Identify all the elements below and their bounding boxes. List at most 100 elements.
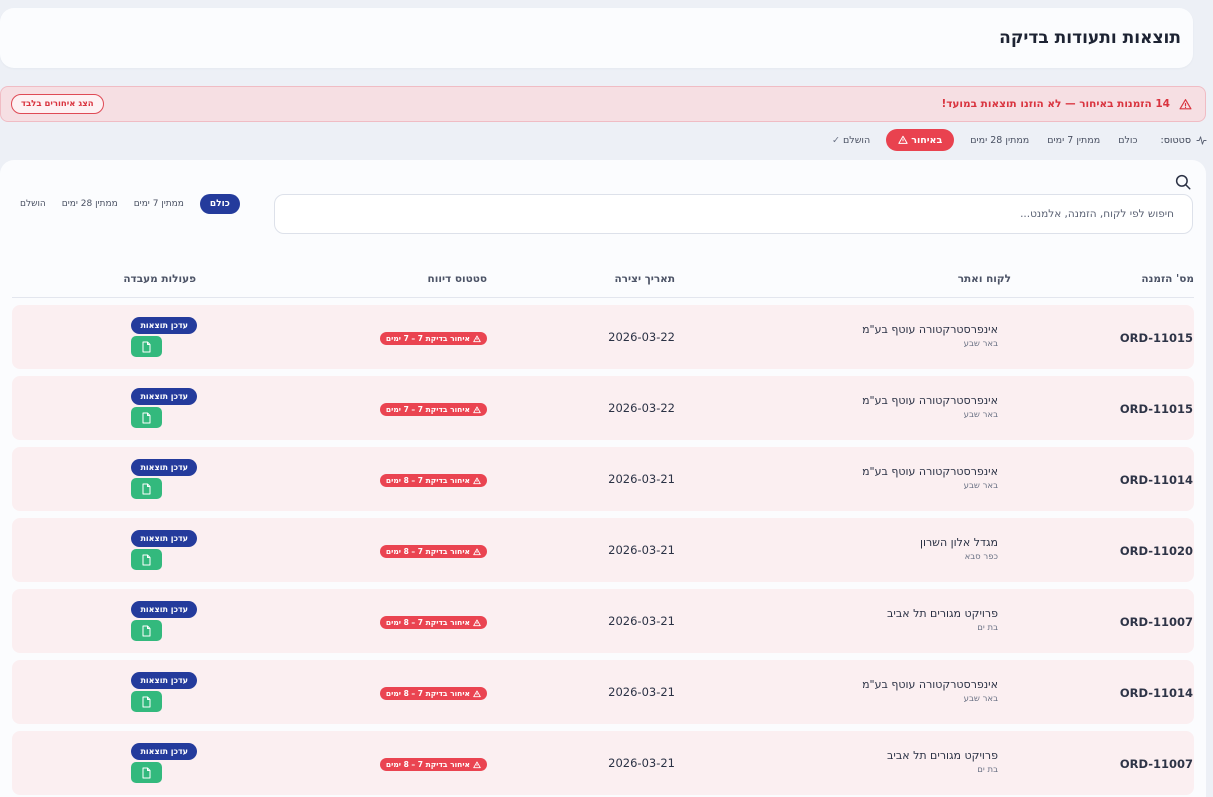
report-status-cell: איחור בדיקת 7 – 7 ימים (379, 403, 487, 416)
update-results-button[interactable]: עדכן תוצאות (131, 743, 197, 760)
overdue-badge-text: איחור בדיקת 7 – 8 ימים (385, 760, 470, 769)
site-city: באר שבע (963, 481, 998, 491)
warning-triangle-icon (473, 406, 481, 413)
report-status-cell: איחור בדיקת 7 – 8 ימים (379, 758, 487, 771)
order-number: ORD-11014 (1119, 473, 1193, 487)
status-filter-all[interactable]: כולם (1118, 134, 1138, 146)
overdue-badge: איחור בדיקת 7 – 7 ימים (379, 403, 487, 416)
lab-actions: עדכן תוצאות (131, 601, 197, 641)
page-title: תוצאות ותעודות בדיקה (999, 28, 1181, 48)
report-status-cell: איחור בדיקת 7 – 8 ימים (379, 616, 487, 629)
client-name: מגדל אלון השרון (919, 536, 998, 549)
report-status-cell: איחור בדיקת 7 – 8 ימים (379, 687, 487, 700)
warning-triangle-icon (473, 335, 481, 342)
overdue-badge: איחור בדיקת 7 – 8 ימים (379, 758, 487, 771)
document-icon (142, 625, 151, 636)
warning-triangle-icon (473, 619, 481, 626)
site-city: בת ים (977, 765, 998, 775)
lab-actions: עדכן תוצאות (131, 743, 197, 783)
warning-triangle-icon (473, 548, 481, 555)
document-button[interactable] (131, 620, 163, 641)
status-filter-bar: סטטוס: כולם ממתין 7 ימים ממתין 28 ימים ב… (823, 128, 1207, 152)
created-date: 2026-03-22 (608, 330, 675, 344)
table-row[interactable]: ORD-11014 אינפרסטרקטורה עוטף בע"מ באר שב… (12, 660, 1194, 724)
client-cell: אינפרסטרקטורה עוטף בע"מ באר שבע (862, 323, 998, 349)
chip-all[interactable]: כולם (199, 194, 240, 214)
overdue-badge: איחור בדיקת 7 – 8 ימים (379, 687, 487, 700)
created-date: 2026-03-21 (608, 756, 675, 770)
status-filter-overdue[interactable]: באיחור (886, 129, 955, 151)
order-number: ORD-11020 (1119, 544, 1193, 558)
update-results-button[interactable]: עדכן תוצאות (131, 317, 197, 334)
site-city: באר שבע (963, 339, 998, 349)
show-overdue-only-button[interactable]: הצג איחורים בלבד (11, 94, 104, 114)
document-button[interactable] (131, 407, 163, 428)
overdue-badge-text: איחור בדיקת 7 – 8 ימים (385, 618, 470, 627)
table-row[interactable]: ORD-11020 מגדל אלון השרון כפר סבא 2026-0… (12, 518, 1194, 582)
overdue-badge-text: איחור בדיקת 7 – 7 ימים (385, 334, 470, 343)
report-status-cell: איחור בדיקת 7 – 8 ימים (379, 474, 487, 487)
column-header-order[interactable]: מס' הזמנה (1141, 273, 1194, 285)
document-icon (142, 483, 151, 494)
column-header-actions: פעולות מעבדה (123, 273, 196, 285)
overdue-badge-text: איחור בדיקת 7 – 7 ימים (385, 405, 470, 414)
warning-triangle-icon (473, 477, 481, 484)
update-results-button[interactable]: עדכן תוצאות (131, 530, 197, 547)
table-row[interactable]: ORD-11007 פרויקט מגורים תל אביב בת ים 20… (12, 731, 1194, 795)
document-icon (142, 554, 151, 565)
search-input[interactable] (274, 194, 1193, 234)
search-icon (1174, 173, 1192, 191)
order-number: ORD-11015 (1119, 402, 1193, 416)
document-button[interactable] (131, 478, 163, 499)
site-city: כפר סבא (964, 552, 998, 562)
check-icon: ✓ (832, 134, 840, 146)
column-header-client[interactable]: לקוח ואתר (957, 273, 1011, 285)
update-results-button[interactable]: עדכן תוצאות (131, 601, 197, 618)
overdue-badge-text: איחור בדיקת 7 – 8 ימים (385, 476, 470, 485)
lab-actions: עדכן תוצאות (131, 388, 197, 428)
report-status-cell: איחור בדיקת 7 – 8 ימים (379, 545, 487, 558)
site-city: בת ים (977, 623, 998, 633)
table-row[interactable]: ORD-11015 אינפרסטרקטורה עוטף בע"מ באר שב… (12, 376, 1194, 440)
order-number: ORD-11014 (1119, 686, 1193, 700)
client-name: אינפרסטרקטורה עוטף בע"מ (862, 678, 998, 691)
table-row[interactable]: ORD-11015 אינפרסטרקטורה עוטף בע"מ באר שב… (12, 305, 1194, 369)
chip-7-days[interactable]: ממתין 7 ימים (133, 199, 184, 209)
order-number: ORD-11015 (1119, 331, 1193, 345)
site-city: באר שבע (963, 694, 998, 704)
column-header-date[interactable]: תאריך יצירה (614, 273, 675, 285)
created-date: 2026-03-22 (608, 401, 675, 415)
chip-28-days[interactable]: ממתין 28 ימים (61, 199, 118, 209)
page-header: תוצאות ותעודות בדיקה (0, 8, 1193, 68)
order-number: ORD-11007 (1119, 615, 1193, 629)
overdue-badge-text: איחור בדיקת 7 – 8 ימים (385, 689, 470, 698)
lab-actions: עדכן תוצאות (131, 459, 197, 499)
status-filter-7-days[interactable]: ממתין 7 ימים (1047, 134, 1101, 146)
client-cell: אינפרסטרקטורה עוטף בע"מ באר שבע (862, 678, 998, 704)
client-name: אינפרסטרקטורה עוטף בע"מ (862, 394, 998, 407)
client-name: פרויקט מגורים תל אביב (887, 607, 998, 620)
table-row[interactable]: ORD-11014 אינפרסטרקטורה עוטף בע"מ באר שב… (12, 447, 1194, 511)
client-name: פרויקט מגורים תל אביב (887, 749, 998, 762)
lab-actions: עדכן תוצאות (131, 530, 197, 570)
overdue-badge: איחור בדיקת 7 – 8 ימים (379, 474, 487, 487)
update-results-button[interactable]: עדכן תוצאות (131, 459, 197, 476)
warning-triangle-icon (473, 761, 481, 768)
document-button[interactable] (131, 691, 163, 712)
column-header-report-status[interactable]: סטטוס דיווח (427, 273, 487, 285)
order-number: ORD-11007 (1119, 757, 1193, 771)
created-date: 2026-03-21 (608, 543, 675, 557)
chip-completed[interactable]: הושלם (20, 199, 46, 209)
table-row[interactable]: ORD-11007 פרויקט מגורים תל אביב בת ים 20… (12, 589, 1194, 653)
client-cell: אינפרסטרקטורה עוטף בע"מ באר שבע (862, 465, 998, 491)
client-cell: מגדל אלון השרון כפר סבא (920, 536, 998, 562)
document-button[interactable] (131, 762, 163, 783)
document-button[interactable] (131, 336, 163, 357)
filter-panel: כולם ממתין 7 ימים ממתין 28 ימים הושלם (0, 160, 1206, 242)
update-results-button[interactable]: עדכן תוצאות (131, 388, 197, 405)
document-button[interactable] (131, 549, 163, 570)
status-filter-completed[interactable]: הושלם ✓ (832, 134, 871, 146)
status-filter-28-days[interactable]: ממתין 28 ימים (970, 134, 1030, 146)
update-results-button[interactable]: עדכן תוצאות (131, 672, 197, 689)
orders-table: מס' הזמנה לקוח ואתר תאריך יצירה סטטוס די… (0, 240, 1206, 797)
